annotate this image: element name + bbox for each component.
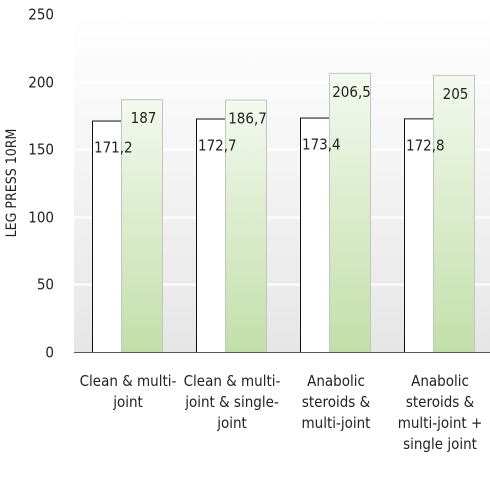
category-label: Anabolic steroids & multi-joint + single jo… bbox=[398, 372, 483, 453]
value-label: 186,7 bbox=[228, 110, 267, 128]
y-tick-label: 150 bbox=[28, 141, 54, 159]
value-label: 172,8 bbox=[406, 136, 445, 154]
y-axis-ticks: 0 50 100 150 200 250 bbox=[28, 6, 54, 362]
value-label: 205 bbox=[443, 85, 469, 103]
bars bbox=[92, 72, 475, 354]
bar-series-2 bbox=[433, 74, 475, 353]
value-label: 173,4 bbox=[302, 136, 341, 154]
bar-series-2 bbox=[121, 99, 163, 354]
category-label: Clean & multi-joint bbox=[80, 372, 177, 411]
y-tick-label: 200 bbox=[28, 74, 54, 92]
bar-series-2 bbox=[329, 72, 371, 353]
bar-series-1 bbox=[92, 120, 124, 353]
value-label: 206,5 bbox=[332, 83, 371, 101]
category-label: Anabolic steroids & multi-joint bbox=[302, 372, 371, 432]
y-tick-label: 100 bbox=[28, 209, 54, 227]
value-label: 187 bbox=[131, 109, 157, 127]
bar-series-2 bbox=[225, 99, 267, 353]
value-labels: 171,2 187 172,7 186,7 173,4 206,5 172,8 205 bbox=[94, 83, 468, 157]
y-axis-label: LEG PRESS 10RM bbox=[4, 129, 20, 238]
category-label: Clean & multi-joint & single-joint bbox=[184, 372, 281, 432]
y-tick-label: 50 bbox=[37, 276, 54, 294]
y-tick-label: 250 bbox=[28, 6, 54, 24]
bar-series-1 bbox=[196, 118, 228, 353]
value-label: 172,7 bbox=[198, 137, 237, 155]
value-label: 171,2 bbox=[94, 139, 133, 157]
y-tick-label: 0 bbox=[45, 344, 54, 362]
